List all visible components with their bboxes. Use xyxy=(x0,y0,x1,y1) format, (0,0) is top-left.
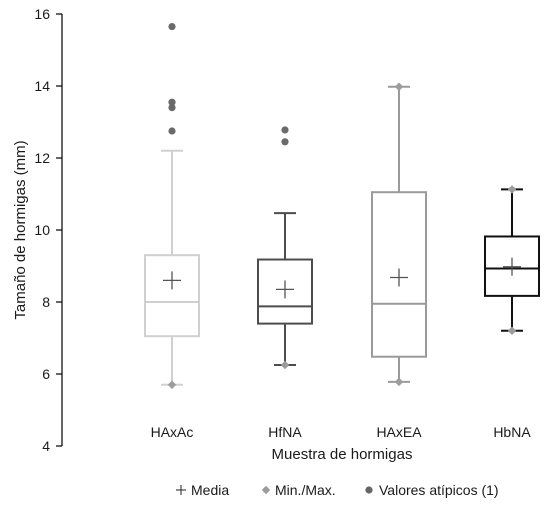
outlier-point xyxy=(281,138,289,146)
outlier-point xyxy=(168,104,176,112)
box-group-hbna xyxy=(484,185,540,336)
outlier-point xyxy=(168,127,176,135)
iqr-box xyxy=(144,254,200,338)
max-marker xyxy=(507,185,517,194)
box-group-haxea xyxy=(371,82,427,387)
legend-mean-marker xyxy=(176,485,186,495)
legend-minmax-marker xyxy=(261,485,271,495)
legend-mean-label: Media xyxy=(191,482,229,498)
y-tick-label: 10 xyxy=(34,222,50,238)
x-tick-label-hfna: HfNA xyxy=(268,424,302,440)
y-axis-title: Tamaño de hormigas (mm) xyxy=(12,140,29,319)
boxes xyxy=(144,23,540,390)
min-marker xyxy=(280,360,290,370)
y-tick-label: 16 xyxy=(34,6,50,22)
outlier-point xyxy=(168,98,176,106)
min-marker xyxy=(394,377,404,387)
iqr-box xyxy=(257,258,313,325)
legend: Media Min./Max. Valores atípicos (1) xyxy=(176,482,499,498)
box-group-hfna xyxy=(257,126,313,370)
y-tick-label: 6 xyxy=(42,366,50,382)
min-marker xyxy=(507,326,517,336)
y-tick-label: 12 xyxy=(34,150,50,166)
x-axis-title: Muestra de hormigas xyxy=(272,446,413,463)
legend-minmax-label: Min./Max. xyxy=(275,482,336,498)
legend-outlier-label: Valores atípicos (1) xyxy=(379,482,499,498)
iqr-box xyxy=(371,191,427,358)
box-group-haxac xyxy=(144,23,200,390)
x-tick-label-hbna: HbNA xyxy=(493,424,531,440)
x-tick-label-haxac: HAxAc xyxy=(151,424,194,440)
x-tick-label-haxea: HAxEA xyxy=(376,424,422,440)
outlier-point xyxy=(168,23,176,31)
x-tick-labels: HAxAc HfNA HAxEA HbNA xyxy=(151,424,532,440)
y-tick-label: 4 xyxy=(42,438,50,454)
outlier-point xyxy=(281,126,289,134)
legend-outlier-marker xyxy=(365,486,373,494)
min-marker xyxy=(167,380,177,390)
y-tick-label: 14 xyxy=(34,78,50,94)
y-ticks: 4 6 8 10 12 14 16 xyxy=(34,6,62,454)
iqr-box xyxy=(484,235,540,297)
max-marker xyxy=(394,82,404,91)
y-tick-label: 8 xyxy=(42,294,50,310)
